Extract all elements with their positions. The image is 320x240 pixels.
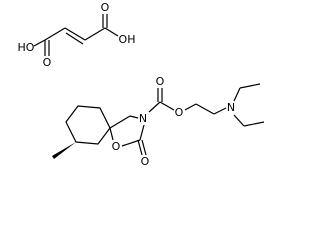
- bonds: [33, 14, 265, 159]
- atom-label: O: [175, 106, 184, 119]
- atom-label: O: [43, 56, 52, 69]
- atom-label: O: [101, 1, 110, 14]
- atom-label: O: [112, 140, 121, 153]
- structure-diagram: HO O O OH O O N O O N: [18, 1, 265, 168]
- atom-label: OH: [119, 33, 136, 46]
- atom-label: O: [156, 75, 165, 88]
- atom-label: N: [227, 101, 235, 114]
- atom-label: O: [141, 155, 150, 168]
- atom-label: N: [139, 112, 147, 125]
- atom-label: HO: [18, 41, 35, 54]
